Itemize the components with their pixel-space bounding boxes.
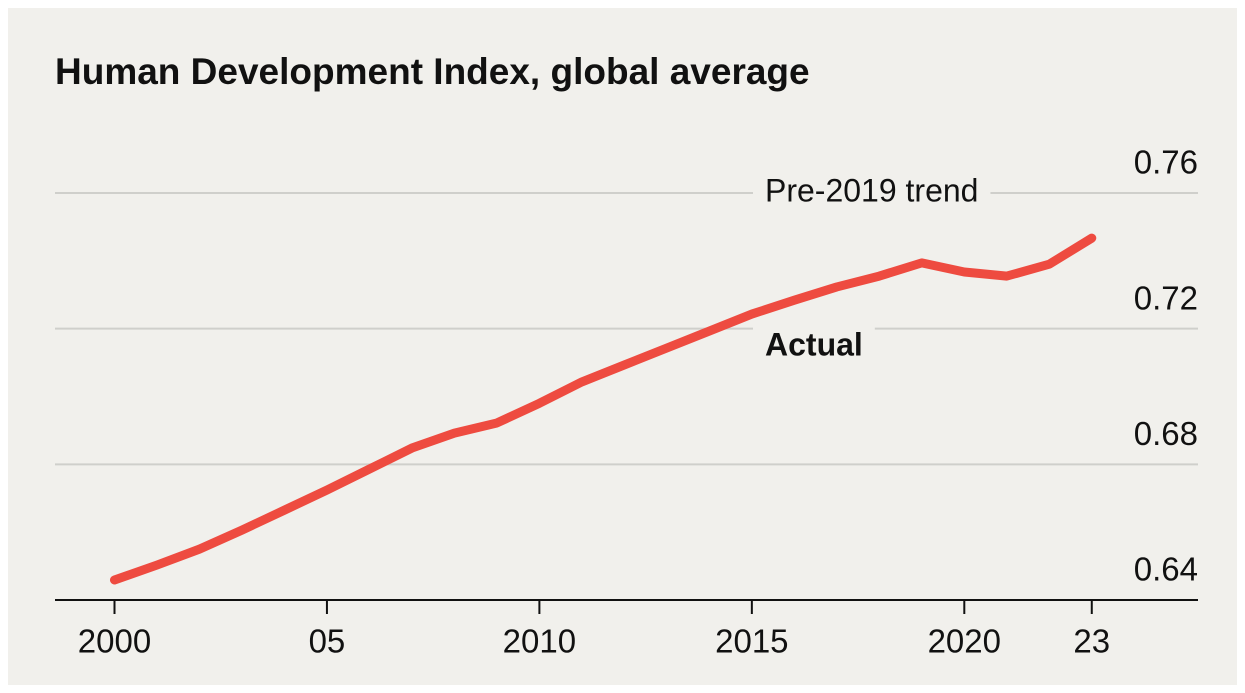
chart-title: Human Development Index, global average xyxy=(55,51,810,92)
series-label: Actual xyxy=(765,326,863,362)
y-tick-label: 0.64 xyxy=(1134,551,1198,588)
background xyxy=(8,8,1237,685)
label-background xyxy=(753,326,875,363)
series-label: Pre-2019 trend xyxy=(765,172,978,208)
y-tick-label: 0.72 xyxy=(1134,279,1198,316)
x-tick-label: 2000 xyxy=(78,623,151,660)
x-tick-label: 2010 xyxy=(503,623,576,660)
x-tick-label: 05 xyxy=(309,623,346,660)
x-tick-label: 2015 xyxy=(715,623,788,660)
y-tick-label: 0.76 xyxy=(1134,144,1198,181)
label-background xyxy=(753,172,991,209)
x-tick-label: 23 xyxy=(1073,623,1110,660)
y-tick-label: 0.68 xyxy=(1134,415,1198,452)
x-tick-label: 2020 xyxy=(928,623,1001,660)
series-line xyxy=(109,233,1097,585)
